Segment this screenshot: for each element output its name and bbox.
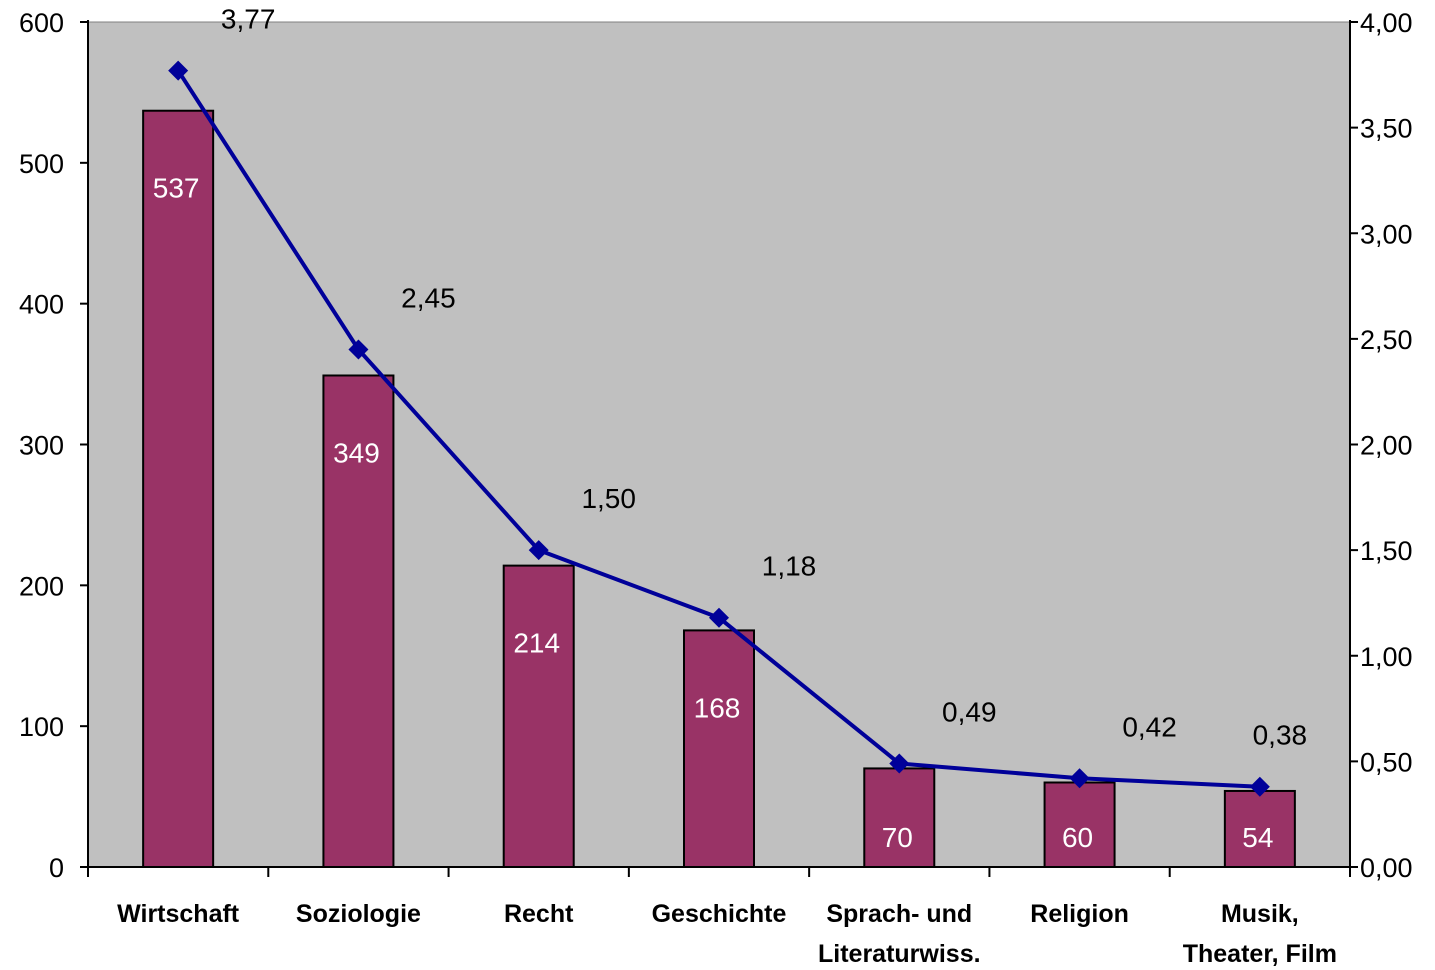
x-tick-label-2-line-0: Recht bbox=[504, 900, 574, 928]
line-point-2 bbox=[528, 540, 549, 561]
bar-value-label-2: 214 bbox=[513, 628, 560, 659]
y-left-tick-label-0: 0 bbox=[49, 853, 64, 883]
line-value-label-3: 1,18 bbox=[762, 551, 817, 582]
line-value-label-4: 0,49 bbox=[942, 696, 997, 727]
y-right-tick-label-7: 3,50 bbox=[1360, 114, 1413, 144]
y-right-tick-label-5: 2,50 bbox=[1360, 325, 1413, 355]
y-left-tick-label-2: 200 bbox=[19, 571, 64, 601]
x-tick-label-2: Recht bbox=[504, 900, 574, 928]
x-tick-label-0-line-0: Wirtschaft bbox=[117, 900, 240, 928]
line-point-5 bbox=[1069, 768, 1090, 789]
line-value-label-0: 3,77 bbox=[221, 4, 276, 35]
x-tick-label-6-line-1: Theater, Film bbox=[1183, 940, 1337, 968]
y-left-tick-label-5: 500 bbox=[19, 149, 64, 179]
line-point-6 bbox=[1249, 776, 1270, 797]
line-point-3 bbox=[709, 607, 729, 628]
bar-value-label-5: 60 bbox=[1062, 822, 1093, 853]
x-tick-label-3: Geschichte bbox=[652, 900, 787, 928]
bar-value-label-3: 168 bbox=[694, 692, 741, 723]
line-point-4 bbox=[889, 753, 910, 774]
line-point-0 bbox=[168, 60, 189, 81]
y-right-tick-label-1: 0,50 bbox=[1360, 747, 1413, 777]
x-tick-label-3-line-0: Geschichte bbox=[652, 900, 787, 928]
line-value-label-1: 2,45 bbox=[401, 282, 456, 313]
x-tick-label-5-line-0: Religion bbox=[1030, 900, 1129, 928]
y-right-tick-label-0: 0,00 bbox=[1360, 853, 1413, 883]
bar-5 bbox=[1043, 781, 1116, 868]
y-left-tick-label-3: 300 bbox=[19, 431, 64, 461]
bar-value-label-0: 537 bbox=[153, 173, 200, 204]
line-point-1 bbox=[348, 339, 369, 360]
x-tick-label-0: Wirtschaft bbox=[117, 900, 240, 928]
y-right-tick-label-3: 1,50 bbox=[1360, 536, 1413, 566]
y-left-tick-label-6: 600 bbox=[19, 8, 64, 38]
y-right-tick-label-8: 4,00 bbox=[1360, 8, 1413, 38]
bar-value-label-1: 349 bbox=[333, 437, 380, 468]
x-tick-label-6: Musik, Theater, Film bbox=[1183, 900, 1337, 968]
y-left-tick-label-4: 400 bbox=[19, 290, 64, 320]
x-tick-label-5: Religion bbox=[1030, 900, 1129, 928]
x-tick-label-4-line-1: Literaturwiss. bbox=[818, 940, 981, 968]
bar-value-label-6: 54 bbox=[1242, 822, 1273, 853]
x-tick-label-4: Sprach- und Literaturwiss. bbox=[818, 900, 981, 968]
bar-value-label-4: 70 bbox=[882, 822, 913, 853]
x-tick-label-6-line-0: Musik, bbox=[1221, 900, 1299, 928]
x-tick-label-4-line-0: Sprach- und bbox=[826, 900, 972, 928]
line-value-label-5: 0,42 bbox=[1122, 711, 1177, 742]
bar-3 bbox=[683, 629, 755, 869]
y-left-tick-label-1: 100 bbox=[19, 712, 64, 742]
line-value-label-2: 1,50 bbox=[581, 483, 636, 514]
bar-2 bbox=[502, 564, 575, 868]
x-tick-label-1: Soziologie bbox=[296, 900, 421, 928]
x-tick-label-1-line-0: Soziologie bbox=[296, 900, 421, 928]
bar-0 bbox=[142, 109, 215, 869]
y-right-tick-label-2: 1,00 bbox=[1360, 642, 1413, 672]
line-value-label-6: 0,38 bbox=[1253, 720, 1308, 751]
y-right-tick-label-6: 3,00 bbox=[1360, 219, 1413, 249]
y-right-tick-label-4: 2,00 bbox=[1360, 431, 1413, 461]
bar-1 bbox=[322, 374, 395, 868]
